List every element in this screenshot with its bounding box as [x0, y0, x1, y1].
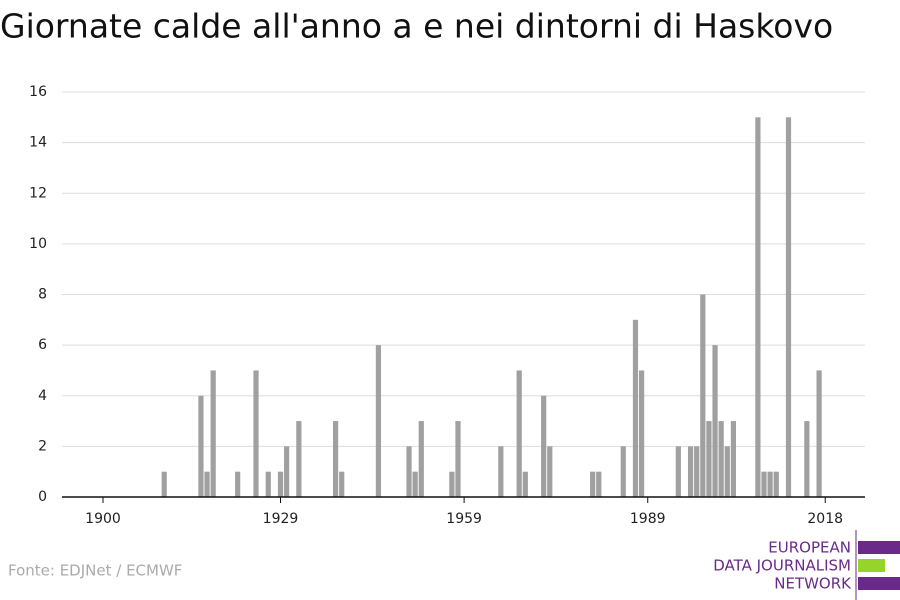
y-tick-label: 2 [38, 438, 47, 454]
x-tick-label: 2018 [807, 511, 843, 527]
bar [639, 370, 645, 497]
bar [687, 446, 694, 497]
logo-text: EUROPEAN [768, 539, 851, 557]
bar [198, 395, 204, 497]
bar [547, 446, 553, 497]
bar [235, 471, 241, 497]
bar [296, 421, 302, 497]
y-tick-label: 10 [29, 236, 47, 252]
y-tick-label: 14 [29, 135, 47, 151]
bar [412, 471, 418, 497]
bar [522, 471, 528, 497]
bar [596, 471, 602, 497]
bar [541, 395, 547, 497]
bar [204, 471, 210, 497]
bar [675, 446, 681, 497]
bar [773, 471, 779, 497]
bar [375, 345, 382, 497]
bar [406, 446, 412, 497]
bar [418, 421, 424, 497]
bar [339, 471, 345, 497]
bar [253, 370, 259, 497]
bar [761, 471, 767, 497]
logo-bar [858, 541, 900, 554]
bar [265, 471, 271, 497]
x-tick-label: 1929 [263, 511, 299, 527]
x-tick-label: 1959 [446, 511, 482, 527]
bar [785, 117, 792, 497]
bar [712, 345, 718, 497]
y-tick-label: 0 [38, 489, 47, 505]
bar [767, 471, 773, 497]
x-tick-label: 1900 [85, 511, 121, 527]
logo-text: NETWORK [774, 575, 852, 593]
bar [694, 446, 700, 497]
bar [455, 421, 461, 497]
bar [706, 421, 712, 497]
bar [498, 446, 504, 497]
bar [449, 471, 455, 497]
bar [804, 421, 810, 497]
bar [161, 471, 167, 497]
logo-text: DATA JOURNALISM [713, 557, 851, 575]
logo-bar [858, 559, 885, 572]
bar [332, 421, 339, 497]
chart-title: Giornate calde all'anno a e nei dintorni… [0, 7, 833, 46]
bar [620, 446, 626, 497]
y-tick-label: 16 [29, 84, 47, 100]
bar [210, 370, 216, 497]
bar [590, 471, 596, 497]
bar [724, 446, 730, 497]
bar [718, 421, 724, 497]
logo-bar [858, 577, 900, 590]
y-tick-label: 12 [29, 185, 47, 201]
y-tick-label: 8 [38, 287, 47, 303]
bar [816, 370, 822, 497]
bar [632, 319, 639, 497]
bar [700, 294, 706, 497]
x-tick-label: 1989 [630, 511, 666, 527]
bar [284, 446, 290, 497]
bar [730, 421, 737, 497]
y-tick-label: 4 [38, 388, 47, 404]
source: Fonte: EDJNet / ECMWF [8, 562, 182, 580]
y-tick-label: 6 [38, 337, 47, 353]
bar [516, 370, 522, 497]
bar [277, 471, 284, 497]
bar [755, 117, 761, 497]
